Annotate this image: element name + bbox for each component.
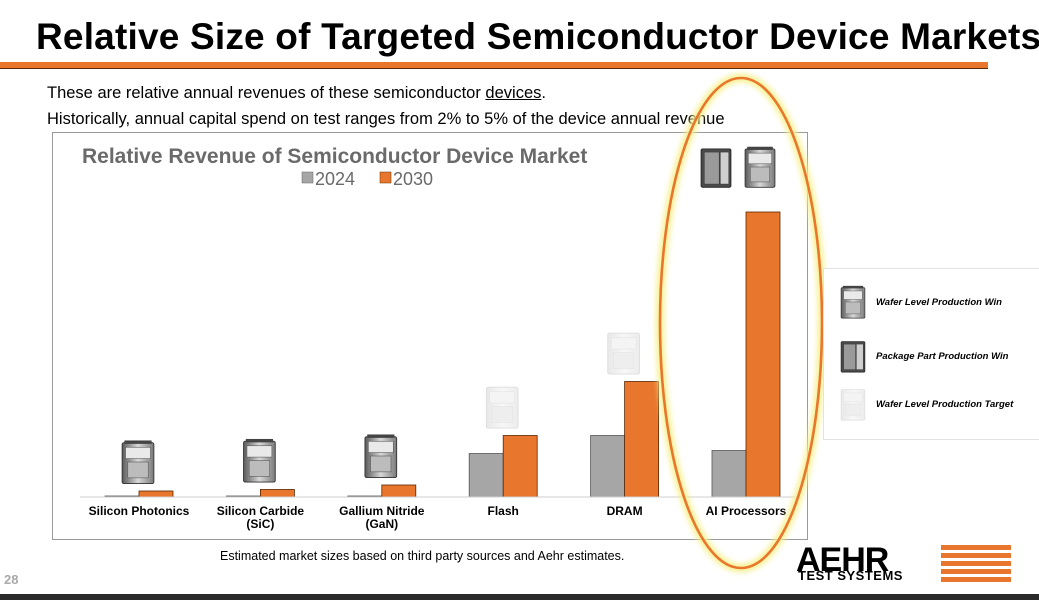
intro-line-1-prefix: These are relative annual revenues of th… [47, 84, 486, 102]
wafer-level-system-icon [242, 438, 276, 483]
slide-title: Relative Size of Targeted Semiconductor … [36, 16, 1039, 57]
bar-2030-1 [259, 489, 295, 498]
devices-link[interactable]: devices [485, 84, 542, 102]
logo-wordmark: AEHR [796, 541, 889, 579]
category-label: Silicon Photonics [89, 504, 190, 518]
wafer-level-system-icon [364, 433, 398, 479]
category-label: DRAM [607, 504, 643, 518]
intro-line-1: These are relative annual revenues of th… [47, 84, 546, 103]
wafer-level-system-icon [744, 146, 776, 188]
wafer-level-target-icon [840, 387, 866, 421]
legend-label-2030: 2030 [393, 169, 433, 189]
bottom-rule [0, 594, 1039, 600]
wafer-level-system-icon [121, 439, 155, 485]
wafer-level-target-icon [607, 332, 640, 375]
intro-line-2: Historically, annual capital spend on te… [47, 110, 725, 128]
category-label: Gallium Nitride [339, 504, 425, 518]
logo-subtitle: TEST SYSTEMS [798, 568, 903, 583]
bar-2030-5 [745, 211, 781, 498]
package-part-system-icon [840, 339, 866, 373]
legend-swatch-2030 [379, 171, 392, 184]
page-number: 28 [4, 572, 19, 587]
bar-2030-4 [624, 381, 659, 498]
bar-2030-3 [502, 435, 538, 498]
ai-highlight-ellipse [658, 76, 824, 570]
category-label: Flash [488, 504, 519, 518]
legend-swatch-2024 [301, 171, 314, 184]
category-icons [121, 146, 776, 485]
wafer-level-system-icon [840, 285, 866, 319]
icon-legend-row: Package Part Production Win [840, 339, 1008, 373]
category-label: Silicon Carbide [217, 504, 305, 518]
icon-legend: Wafer Level Production Win Package Part … [823, 268, 1039, 440]
bar-2030-0 [138, 490, 174, 498]
chart-title: Relative Revenue of Semiconductor Device… [82, 145, 587, 168]
bar-2030-2 [381, 484, 417, 498]
bar-2024-3 [468, 453, 504, 498]
legend-label-2024: 2024 [315, 169, 355, 189]
icon-legend-label: Wafer Level Production Win [876, 296, 1002, 308]
category-label: (SiC) [246, 517, 274, 531]
footnote: Estimated market sizes based on third pa… [220, 549, 625, 563]
category-label: AI Processors [706, 504, 787, 518]
bar-2024-4 [590, 435, 625, 498]
category-labels: Silicon Photonics Silicon Carbide(SiC) Gal… [89, 504, 787, 531]
aehr-logo: AEHR TEST SYSTEMS [796, 541, 1012, 586]
chart-frame [52, 132, 808, 540]
icon-legend-label: Wafer Level Production Target [876, 398, 1014, 410]
wafer-level-target-icon [485, 386, 519, 429]
intro-line-1-suffix: . [541, 84, 546, 102]
package-part-system-icon [700, 148, 732, 188]
icon-legend-row: Wafer Level Production Target [840, 387, 1013, 421]
chart-legend: 2024 2030 [301, 169, 433, 189]
title-rule [0, 62, 988, 69]
logo-stripes [941, 545, 1011, 583]
category-label: (GaN) [365, 517, 398, 531]
bar-group [104, 211, 781, 498]
icon-legend-label: Package Part Production Win [876, 350, 1009, 362]
bar-2024-5 [711, 450, 747, 498]
icon-legend-row: Wafer Level Production Win [840, 285, 1002, 319]
